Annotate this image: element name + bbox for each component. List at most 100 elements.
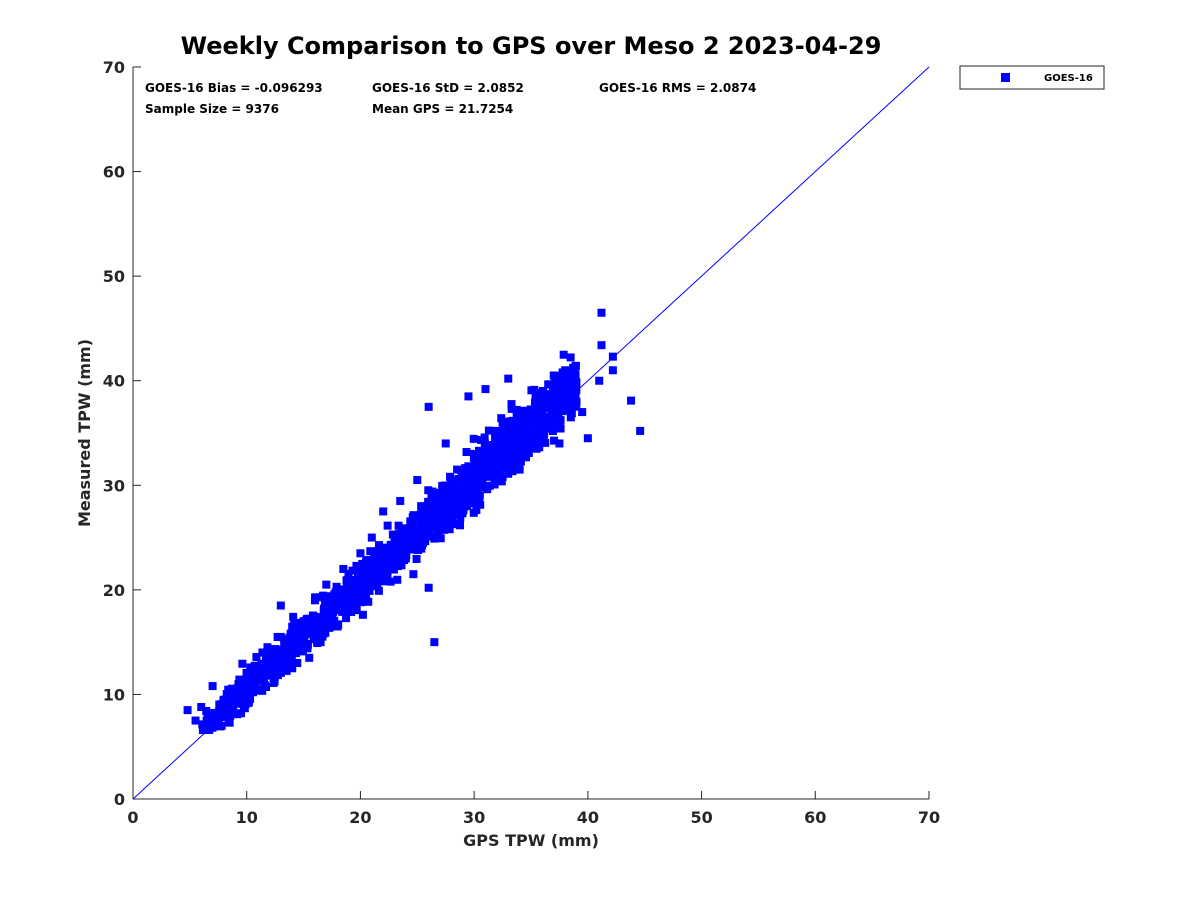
scatter-point [527,439,535,448]
scatter-point [557,395,566,404]
scatter-point [463,470,472,479]
scatter-point [420,523,429,532]
scatter-point [399,524,408,533]
scatter-point [252,653,261,662]
scatter-point [448,512,457,521]
scatter-point [254,685,263,694]
scatter-point [276,632,285,641]
scatter-point [547,411,556,420]
scatter-point [391,544,400,553]
scatter-point [542,390,551,399]
scatter-point [424,497,433,506]
scatter-point [564,386,573,395]
scatter-point [440,522,449,531]
scatter-point [345,591,354,600]
scatter-point [249,679,258,688]
stats-annotations: GOES-16 Bias = -0.096293 GOES-16 StD = 2… [145,81,756,116]
scatter-point [444,490,453,499]
scatter-point [358,559,367,568]
x-tick-label: 40 [577,808,599,827]
scatter-point [274,647,283,656]
scatter-point [521,444,530,453]
scatter-point [409,570,418,579]
scatter-point [578,408,587,417]
scatter-point [469,508,478,517]
y-tick-label: 50 [103,267,125,286]
scatter-point [286,658,295,667]
scatter-point [551,389,560,398]
scatter-point [515,465,524,474]
scatter-point [299,617,308,626]
scatter-point [298,645,307,654]
x-axis-ticks: 0 10 20 30 40 50 60 70 [127,791,940,827]
scatter-points [183,308,645,734]
scatter-point [283,635,292,644]
scatter-point [332,586,341,595]
std-stat: GOES-16 StD = 2.0852 [372,81,524,95]
scatter-point [521,430,530,439]
scatter-point [358,568,367,577]
scatter-point [566,413,575,422]
scatter-point [345,601,354,610]
scatter-point [555,418,564,427]
scatter-point [315,626,324,635]
scatter-point [366,564,375,573]
scatter-point [352,561,361,570]
scatter-point [407,523,416,532]
scatter-point [491,434,500,443]
legend: GOES-16 [959,65,1105,90]
scatter-point [380,565,389,574]
scatter-point [260,661,269,670]
scatter-point [320,621,329,630]
scatter-point [451,520,460,529]
scatter-point [436,491,445,500]
scatter-point [557,374,566,383]
scatter-point [334,599,343,608]
scatter-point [536,414,545,423]
scatter-point [468,494,477,503]
y-axis-label: Measured TPW (mm) [75,339,94,527]
scatter-point [375,541,384,550]
scatter-point [497,462,506,471]
scatter-point [286,647,295,656]
scatter-point [554,405,563,414]
scatter-point [572,378,581,387]
scatter-point [293,659,302,668]
scatter-point [431,494,440,503]
scatter-point [557,386,566,395]
scatter-point [224,685,233,694]
scatter-point [293,629,302,638]
scatter-point [259,648,268,657]
scatter-point [419,528,428,537]
scatter-point [238,659,247,668]
scatter-point [353,576,362,585]
scatter-point [386,577,395,586]
scatter-point [430,638,439,647]
scatter-point [316,638,325,647]
scatter-point [572,397,581,406]
scatter-point [390,561,399,570]
scatter-point [328,595,337,604]
scatter-point [280,642,289,651]
scatter-point [248,664,257,673]
scatter-point [282,655,291,664]
scatter-point [240,704,249,713]
x-tick-label: 50 [690,808,712,827]
scatter-point [514,434,523,443]
scatter-point [568,370,577,379]
scatter-point [242,674,251,683]
scatter-point [440,497,449,506]
scatter-point [509,457,518,466]
scatter-point [411,539,420,548]
scatter-point [521,420,530,429]
scatter-point [352,606,361,615]
scatter-point [558,407,567,416]
scatter-point [533,427,542,436]
scatter-point [271,664,280,673]
scatter-point [504,452,513,461]
y-tick-label: 70 [103,58,125,77]
scatter-point [340,604,349,613]
scatter-point [346,576,355,585]
scatter-point [627,396,636,405]
